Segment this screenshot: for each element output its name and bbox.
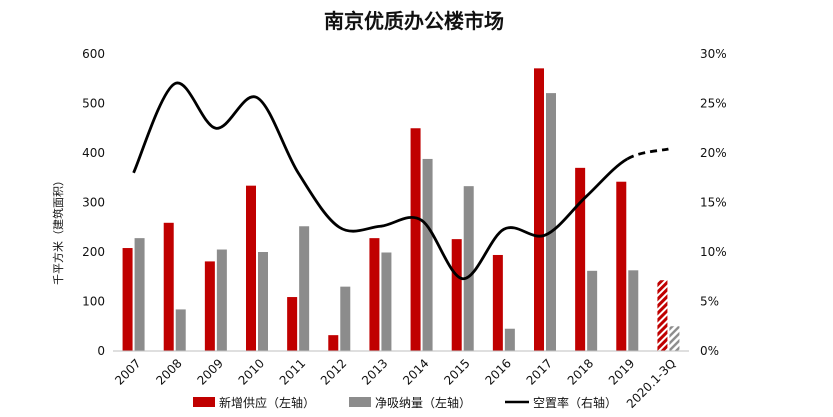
y-tick-label: 300: [82, 196, 105, 210]
x-tick-label: 2019: [606, 356, 637, 387]
vacancy-line-dashed: [626, 147, 669, 161]
bars: [122, 68, 680, 351]
bar-supply: [410, 128, 421, 351]
bar-absorption: [463, 186, 474, 351]
bar-absorption: [381, 252, 392, 351]
bar-absorption: [628, 270, 639, 351]
legend: 新增供应（左轴） 净吸纳量（左轴） 空置率（右轴）: [193, 395, 617, 410]
vacancy-line-solid: [132, 81, 629, 281]
bar-absorption: [175, 309, 186, 351]
y2-tick-label: 10%: [700, 245, 727, 259]
bar-absorption: [216, 249, 227, 351]
bar-supply: [122, 248, 133, 351]
x-tick-label: 2018: [565, 356, 596, 387]
x-tick-label: 2015: [441, 356, 472, 387]
y-axis-title: 千平方米（建筑面积）: [51, 175, 65, 285]
bar-absorption: [258, 252, 268, 351]
bar-supply: [492, 254, 503, 351]
bar-absorption: [504, 328, 515, 351]
legend-label-vacancy: 空置率（右轴）: [533, 395, 617, 410]
bar-absorption: [340, 286, 351, 351]
y-tick-label: 0: [97, 344, 105, 358]
bar-supply: [534, 68, 544, 351]
bar-supply: [451, 239, 462, 351]
y-tick-label: 400: [82, 146, 105, 160]
x-tick-label: 2009: [194, 356, 225, 387]
y2-tick-label: 20%: [700, 146, 727, 160]
x-tick-label: 2016: [482, 356, 513, 387]
x-tick-label: 2008: [153, 356, 184, 387]
x-tick-label: 2013: [359, 356, 390, 387]
y-axis: 0 100 200 300 400 500 600: [82, 47, 105, 358]
legend-swatch-absorption: [349, 397, 371, 407]
y2-tick-label: 25%: [700, 97, 727, 111]
bar-supply: [657, 280, 668, 351]
bar-supply: [575, 167, 586, 351]
bar-supply: [328, 335, 339, 351]
y-tick-label: 500: [82, 97, 105, 111]
legend-label-supply: 新增供应（左轴）: [219, 395, 315, 410]
chart-title: 南京优质办公楼市场: [324, 9, 504, 33]
bar-supply: [287, 297, 298, 351]
x-tick-label: 2012: [318, 356, 349, 387]
y-tick-label: 100: [82, 295, 105, 309]
x-tick-label: 2014: [400, 356, 431, 387]
x-tick-label: 2011: [277, 356, 308, 387]
legend-label-absorption: 净吸纳量（左轴）: [375, 395, 471, 410]
bar-supply: [616, 181, 627, 351]
bar-supply: [369, 238, 380, 351]
bar-absorption: [669, 326, 680, 351]
bar-absorption: [546, 93, 556, 351]
bar-absorption: [299, 226, 310, 351]
vacancy-line: [132, 81, 669, 281]
bar-absorption: [134, 238, 145, 351]
y-tick-label: 200: [82, 245, 105, 259]
y2-axis: 0% 5% 10% 15% 20% 25% 30%: [700, 47, 727, 358]
bar-supply: [204, 261, 215, 351]
bar-supply: [246, 185, 256, 351]
bar-absorption: [587, 270, 598, 351]
y2-tick-label: 15%: [700, 196, 727, 210]
y-tick-label: 600: [82, 47, 105, 61]
x-tick-label: 2010: [236, 356, 267, 387]
bar-absorption: [422, 158, 433, 351]
x-tick-label: 2017: [524, 356, 555, 387]
x-tick-label: 2007: [112, 356, 143, 387]
y2-tick-label: 0%: [700, 344, 719, 358]
y2-tick-label: 30%: [700, 47, 727, 61]
y2-tick-label: 5%: [700, 295, 719, 309]
legend-swatch-supply: [193, 397, 215, 407]
bar-supply: [163, 222, 174, 351]
